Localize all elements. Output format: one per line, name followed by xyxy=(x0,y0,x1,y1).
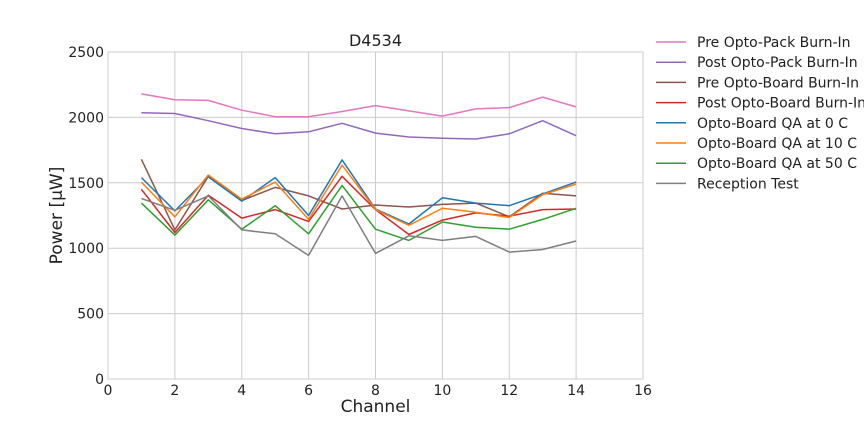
legend-label: Reception Test xyxy=(697,176,799,192)
y-axis: 0 500 1000 1500 2000 2500 xyxy=(68,45,104,388)
series-line-3 xyxy=(140,158,577,231)
x-tick-label: 14 xyxy=(567,383,585,399)
y-tick-label: 0 xyxy=(95,372,104,388)
y-tick-label: 2000 xyxy=(68,110,104,126)
legend-label: Pre Opto-Pack Burn-In xyxy=(697,35,851,51)
legend-label: Opto-Board QA at 10 C xyxy=(697,136,857,152)
x-tick-label: 0 xyxy=(104,383,113,399)
series-line-2 xyxy=(141,112,577,140)
series-line-1 xyxy=(141,93,577,118)
x-axis-label: Channel xyxy=(341,397,411,417)
plot-frame xyxy=(107,51,644,380)
y-tick-label: 1000 xyxy=(68,241,104,257)
y-tick-label: 1500 xyxy=(68,176,104,192)
y-axis-label: Power [μW] xyxy=(47,167,67,265)
x-tick-label: 4 xyxy=(237,383,246,399)
y-tick-label: 500 xyxy=(77,307,104,323)
series-line-5 xyxy=(140,159,577,225)
series-lines xyxy=(140,93,577,257)
x-tick-label: 12 xyxy=(500,383,518,399)
legend-label: Opto-Board QA at 50 C xyxy=(697,156,857,172)
legend: Pre Opto-Pack Burn-In Post Opto-Pack Burn… xyxy=(656,35,864,192)
x-tick-label: 10 xyxy=(433,383,451,399)
x-tick-label: 8 xyxy=(371,383,380,399)
series-line-7 xyxy=(140,184,577,242)
x-tick-label: 16 xyxy=(634,383,652,399)
grid xyxy=(107,51,644,380)
x-tick-label: 2 xyxy=(170,383,179,399)
y-tick-label: 2500 xyxy=(68,45,104,61)
series-line-4 xyxy=(140,175,577,236)
x-tick-label: 6 xyxy=(304,383,313,399)
legend-label: Post Opto-Pack Burn-In xyxy=(697,55,858,71)
chart-title: D4534 xyxy=(349,31,402,50)
series-line-8 xyxy=(141,195,577,257)
x-axis: 0 2 4 6 8 10 12 14 16 xyxy=(104,383,652,399)
legend-label: Pre Opto-Board Burn-In xyxy=(697,75,859,91)
series-line-6 xyxy=(140,164,577,227)
legend-label: Post Opto-Board Burn-In xyxy=(697,96,864,112)
legend-label: Opto-Board QA at 0 C xyxy=(697,116,848,132)
